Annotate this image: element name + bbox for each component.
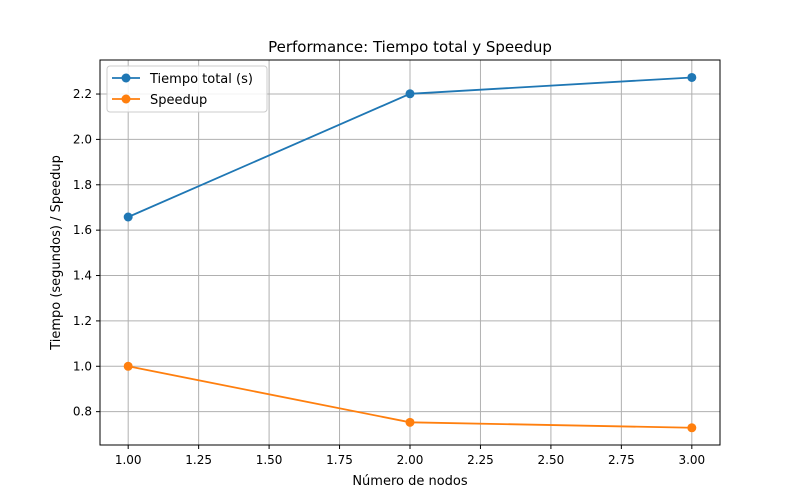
grid [100, 60, 720, 445]
data-point [687, 72, 697, 82]
legend-marker [121, 73, 131, 83]
data-point [405, 417, 415, 427]
x-tick-label: 1.25 [185, 453, 212, 467]
x-tick-label: 1.50 [256, 453, 283, 467]
data-point [123, 212, 133, 222]
y-tick-label: 1.2 [73, 314, 92, 328]
data-point [405, 89, 415, 99]
data-point [123, 361, 133, 371]
legend-label: Speedup [150, 93, 207, 108]
data-point [687, 423, 697, 433]
y-tick-label: 1.6 [73, 223, 92, 237]
chart-title: Performance: Tiempo total y Speedup [268, 38, 552, 56]
x-tick-label: 3.00 [678, 453, 705, 467]
y-tick-label: 1.0 [73, 359, 92, 373]
x-axis-label: Número de nodos [352, 474, 468, 489]
y-tick-label: 1.8 [73, 178, 92, 192]
y-tick-label: 1.4 [73, 269, 92, 283]
series-0 [123, 72, 697, 222]
y-tick-label: 2.0 [73, 132, 92, 146]
legend-box [106, 65, 268, 113]
y-tick-label: 2.2 [73, 87, 92, 101]
legend-marker [121, 94, 131, 104]
legend-label: Tiempo total (s) [149, 72, 253, 87]
x-tick-label: 2.50 [538, 453, 565, 467]
tick-layer: 1.00 1.25 1.50 1.75 2.00 2.25 2.50 2.75 3.00 0.8 1… [73, 87, 705, 467]
legend-entry: Tiempo total (s) [112, 72, 253, 87]
x-tick-label: 1.75 [326, 453, 353, 467]
x-tick-label: 2.75 [608, 453, 635, 467]
x-tick-label: 2.00 [397, 453, 424, 467]
legend-entries: Tiempo total (s) Speedup [112, 72, 253, 108]
series-1 [123, 361, 697, 433]
x-tick-label: 2.25 [467, 453, 494, 467]
series-layer [123, 72, 697, 433]
legend-entry: Speedup [112, 93, 207, 108]
x-tick-label: 1.00 [115, 453, 142, 467]
y-axis-label: Tiempo (segundos) / Speedup [49, 155, 64, 351]
legend: Tiempo total (s) Speedup [106, 65, 268, 113]
y-tick-label: 0.8 [73, 405, 92, 419]
